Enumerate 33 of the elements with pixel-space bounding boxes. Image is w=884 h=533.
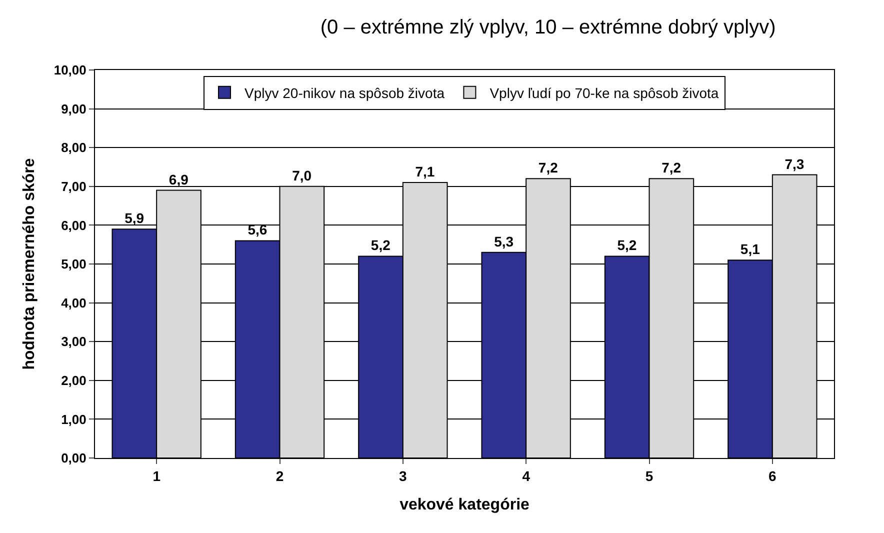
x-axis-title: vekové kategórie <box>400 496 530 514</box>
data-label: 7,2 <box>662 160 682 176</box>
x-tick-label: 5 <box>645 468 654 484</box>
data-label: 7,3 <box>784 156 804 172</box>
legend-label: Vplyv ľudí po 70-ke na spôsob života <box>490 84 719 101</box>
data-label: 7,1 <box>415 164 435 180</box>
y-tick-label: 7,00 <box>61 178 86 194</box>
x-tick-label: 4 <box>522 468 530 484</box>
data-label: 6,9 <box>168 171 189 188</box>
x-tick-label: 6 <box>768 468 777 484</box>
y-axis-title: hodnota priemerného skóre <box>20 158 38 370</box>
x-tick-label: 1 <box>152 468 161 484</box>
y-tick-label: 2,00 <box>61 372 86 388</box>
y-tick-label: 8,00 <box>61 140 86 156</box>
y-tick-label: 3,00 <box>61 334 86 350</box>
y-tick-label: 4,00 <box>61 295 86 310</box>
legend-label: Vplyv 20-nikov na spôsob života <box>244 84 445 101</box>
y-tick-label: 5,00 <box>61 256 86 272</box>
data-label: 5,2 <box>617 237 637 254</box>
y-tick-label: 10,00 <box>54 62 86 78</box>
data-label: 7,0 <box>292 167 312 184</box>
chart-title: (0 – extrémne zlý vplyv, 10 – extrémne dobrý vplyv) <box>320 16 776 39</box>
y-tick-label: 0,00 <box>61 450 86 466</box>
x-tick-label: 2 <box>276 468 284 484</box>
data-label: 7,2 <box>538 160 558 176</box>
y-tick-label: 1,00 <box>61 412 86 427</box>
y-tick-label: 6,00 <box>61 218 86 233</box>
data-label: 5,9 <box>124 210 144 226</box>
data-label: 5,1 <box>740 241 760 258</box>
x-tick-label: 3 <box>399 468 408 484</box>
data-label: 5,3 <box>494 233 514 250</box>
y-tick-label: 9,00 <box>61 101 86 116</box>
data-label: 5,2 <box>370 237 391 254</box>
